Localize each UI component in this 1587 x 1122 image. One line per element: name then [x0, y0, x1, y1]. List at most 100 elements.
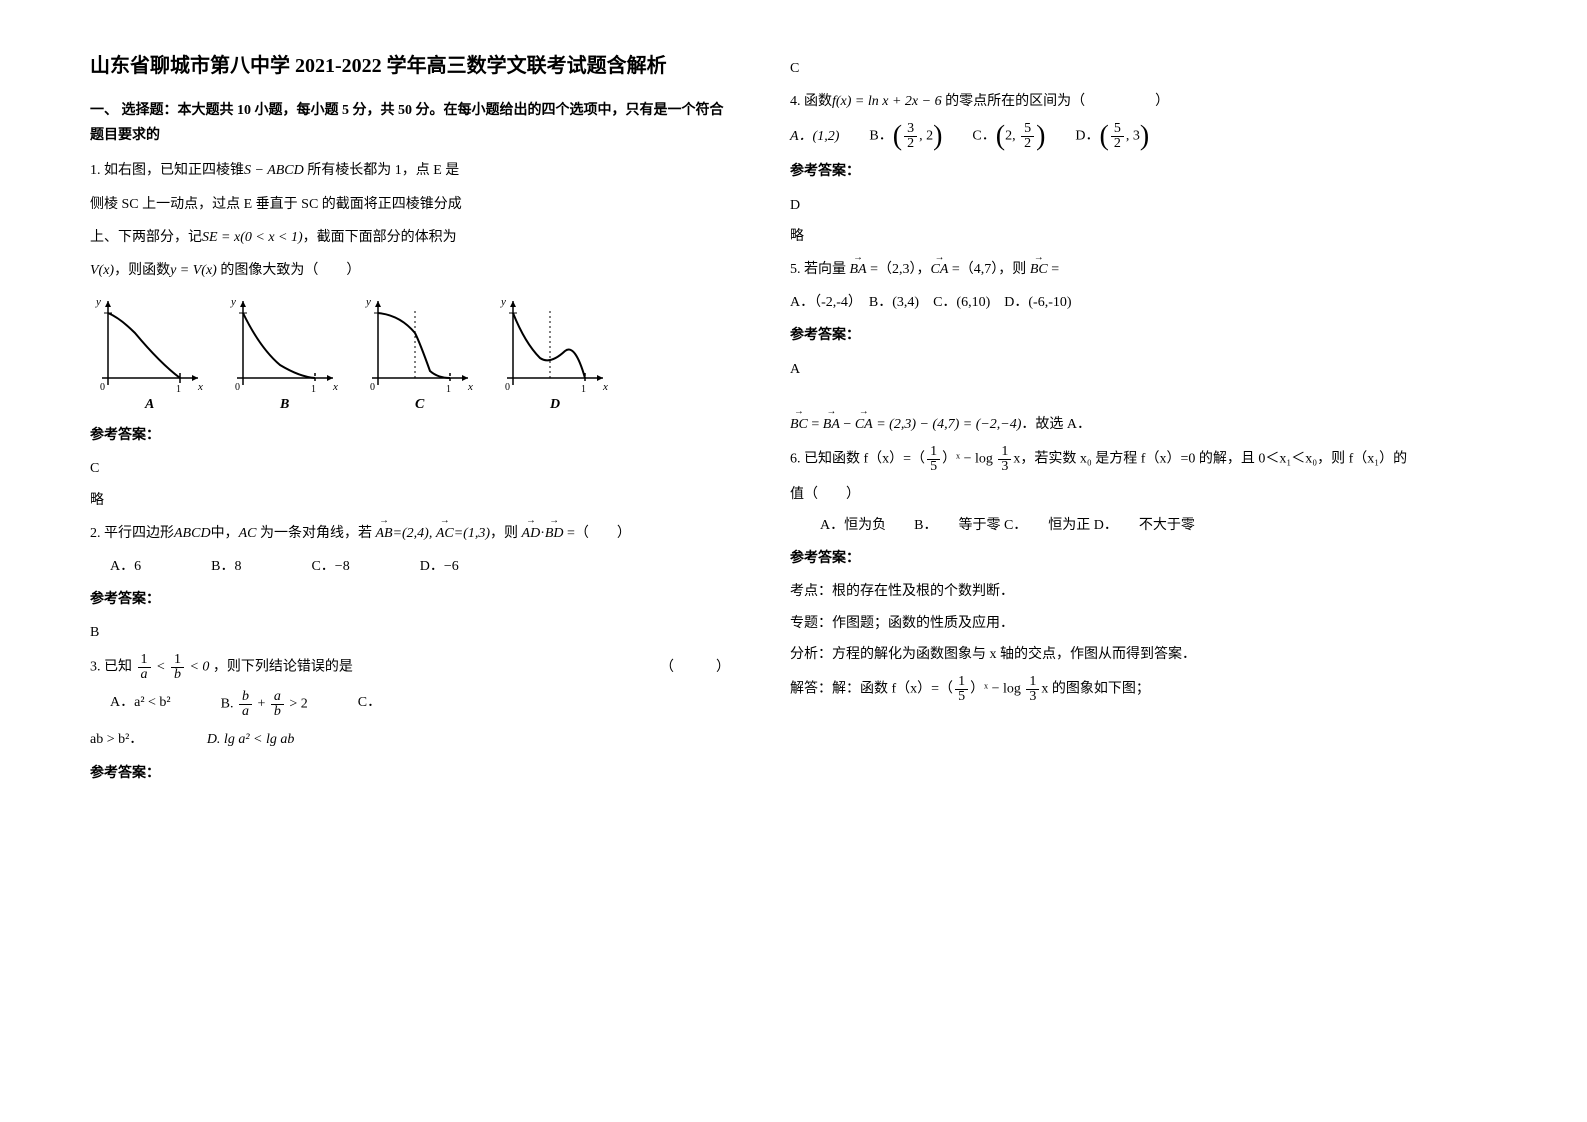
- q3-opt-d: D. lg a² < lg ab: [207, 732, 295, 747]
- q1-f3: y = V(x): [170, 263, 217, 278]
- q2-c: 为一条对角线，若: [256, 526, 375, 541]
- q4-opts: A．(1,2) B．(32, 2) C．(2, 52) D．(52, 3): [790, 122, 1430, 151]
- q1-f1: S − ABCD: [244, 163, 304, 178]
- q1-brief: 略: [90, 488, 730, 513]
- svg-text:0: 0: [505, 382, 510, 393]
- q6-f3: 15: [955, 675, 968, 704]
- svg-text:1: 1: [176, 384, 181, 393]
- q2-d: ，则: [490, 526, 522, 541]
- q5-ans: A: [790, 357, 1430, 382]
- q3-frac2: 1b: [171, 653, 184, 682]
- q2-a: 2. 平行四边形: [90, 526, 174, 541]
- q2-ad: AD: [522, 521, 541, 546]
- graph-label-b: B: [280, 392, 289, 417]
- q2-ac2: AC: [436, 521, 454, 546]
- svg-text:0: 0: [370, 382, 375, 393]
- q5s-a: BC: [790, 412, 808, 437]
- q6-b: ）ˣ − log: [942, 452, 996, 467]
- q6-c: x，若实数 x₀ 是方程 f（x）=0 的解，且 0＜x₁＜x₀，则 f（x₁）…: [1013, 452, 1407, 467]
- q6-kd: 考点：根的存在性及根的个数判断．: [790, 579, 1430, 604]
- ans-label-3: 参考答案：: [90, 761, 730, 786]
- q1-line1: 1. 如右图，已知正四棱锥S − ABCD 所有棱长都为 1，点 E 是: [90, 158, 730, 183]
- q3-a: 3. 已知: [90, 660, 136, 675]
- q5s-e: CA: [855, 412, 873, 437]
- q4-fx: f(x) = ln x + 2x − 6: [832, 94, 942, 109]
- q5-d: =: [1048, 262, 1059, 277]
- q3-opt-ab: ab > b²．: [90, 732, 143, 747]
- q2-abcd: ABCD: [174, 526, 211, 541]
- q3-opts2: ab > b²． D. lg a² < lg ab: [90, 727, 730, 752]
- q1-l3a: 上、下两部分，记: [90, 230, 202, 245]
- q2-ans: B: [90, 620, 730, 645]
- graph-c: x y 0 1 C: [360, 293, 475, 413]
- q5: 5. 若向量 BA =（2,3），CA =（4,7），则 BC =: [790, 257, 1430, 282]
- q5s-b: =: [808, 417, 823, 432]
- q6-jd-a: 解答：解：函数 f（x）=（: [790, 682, 953, 697]
- q2-opts: A．6 B．8 C．−8 D．−6: [110, 554, 730, 579]
- graph-a: x y 0 1 A: [90, 293, 205, 413]
- q1-f2: SE = x(0 < x < 1): [202, 230, 303, 245]
- graph-row: x y 0 1 A x y: [90, 293, 730, 413]
- q3-b: ，则下列结论错误的是: [213, 660, 353, 675]
- q5s-c: BA: [823, 412, 840, 437]
- q2-opt-d: D．−6: [420, 554, 459, 579]
- q1-l4c: 的图像大致为（ ）: [217, 263, 361, 278]
- svg-text:0: 0: [100, 382, 105, 393]
- q3-frac1: 1a: [138, 653, 151, 682]
- q6-jd: 解答：解：函数 f（x）=（15）ˣ − log 13x 的图象如下图；: [790, 675, 1430, 704]
- q2-b: 中，: [211, 526, 239, 541]
- ans-label-6: 参考答案：: [790, 546, 1430, 571]
- q2-opt-c: C．−8: [311, 554, 349, 579]
- svg-text:y: y: [230, 296, 236, 308]
- q6-f4: 13: [1026, 675, 1039, 704]
- q4-opt-b: B．(32, 2): [869, 122, 942, 151]
- q5-c: =（4,7），则: [948, 262, 1029, 277]
- svg-text:0: 0: [235, 382, 240, 393]
- graph-label-d: D: [550, 392, 560, 417]
- q2-opt-b: B．8: [211, 554, 241, 579]
- q3-blank: （ ）: [660, 655, 730, 680]
- q2: 2. 平行四边形ABCD中，AC 为一条对角线，若 AB=(2,4), AC=(…: [90, 521, 730, 546]
- q2-eq1: =(2,4),: [393, 526, 436, 541]
- q5-a: 5. 若向量: [790, 262, 850, 277]
- svg-text:y: y: [365, 296, 371, 308]
- q6: 6. 已知函数 f（x）=（15）ˣ − log 13x，若实数 x₀ 是方程 …: [790, 445, 1430, 474]
- q2-ac: AC: [239, 526, 257, 541]
- svg-text:1: 1: [311, 384, 316, 393]
- q3-opts: A．a² < b² B. ba + ab > 2 C．: [110, 690, 730, 719]
- q6-opts: A．恒为负 B． 等于零 C． 恒为正 D． 不大于零: [820, 513, 1430, 538]
- q2-opt-a: A．6: [110, 554, 141, 579]
- graph-label-c: C: [415, 392, 424, 417]
- svg-text:y: y: [500, 296, 506, 308]
- q3-ans: C: [790, 56, 1430, 81]
- graph-label-a: A: [145, 392, 154, 417]
- q6-a: 6. 已知函数 f（x）=（: [790, 452, 925, 467]
- q1-l1b: 所有棱长都为 1，点 E 是: [304, 163, 460, 178]
- section-head: 一、 选择题：本大题共 10 小题，每小题 5 分，共 50 分。在每小题给出的…: [90, 98, 730, 148]
- svg-text:x: x: [467, 381, 473, 393]
- q2-ab: AB: [375, 521, 392, 546]
- q6-f1: 15: [927, 445, 940, 474]
- q6-jd-c: x 的图象如下图；: [1041, 682, 1150, 697]
- svg-text:x: x: [602, 381, 608, 393]
- doc-title: 山东省聊城市第八中学 2021-2022 学年高三数学文联考试题含解析: [90, 50, 730, 82]
- q5-b: =（2,3），: [867, 262, 931, 277]
- q3-opt-c: C．: [358, 690, 381, 719]
- q4-a: 4. 函数: [790, 94, 832, 109]
- q5-opts: A．（-2,-4） B．(3,4) C．(6,10) D．(-6,-10): [790, 290, 1430, 315]
- svg-text:x: x: [197, 381, 203, 393]
- svg-text:1: 1: [581, 384, 586, 393]
- q2-bd: BD: [545, 521, 564, 546]
- col-left: 山东省聊城市第八中学 2021-2022 学年高三数学文联考试题含解析 一、 选…: [90, 50, 730, 794]
- svg-text:x: x: [332, 381, 338, 393]
- q5s-d: −: [840, 417, 855, 432]
- q4-b: 的零点所在的区间为（ ）: [942, 94, 1170, 109]
- q6-d: 值（ ）: [790, 482, 1430, 507]
- q6-f2: 13: [998, 445, 1011, 474]
- q4: 4. 函数f(x) = ln x + 2x − 6 的零点所在的区间为（ ）: [790, 89, 1430, 114]
- ans-label-1: 参考答案：: [90, 423, 730, 448]
- q1-l4b: ，则函数: [114, 263, 170, 278]
- col-right: C 4. 函数f(x) = ln x + 2x − 6 的零点所在的区间为（ ）…: [790, 50, 1430, 794]
- q2-e: =（ ）: [564, 526, 631, 541]
- q5-ba: BA: [850, 257, 867, 282]
